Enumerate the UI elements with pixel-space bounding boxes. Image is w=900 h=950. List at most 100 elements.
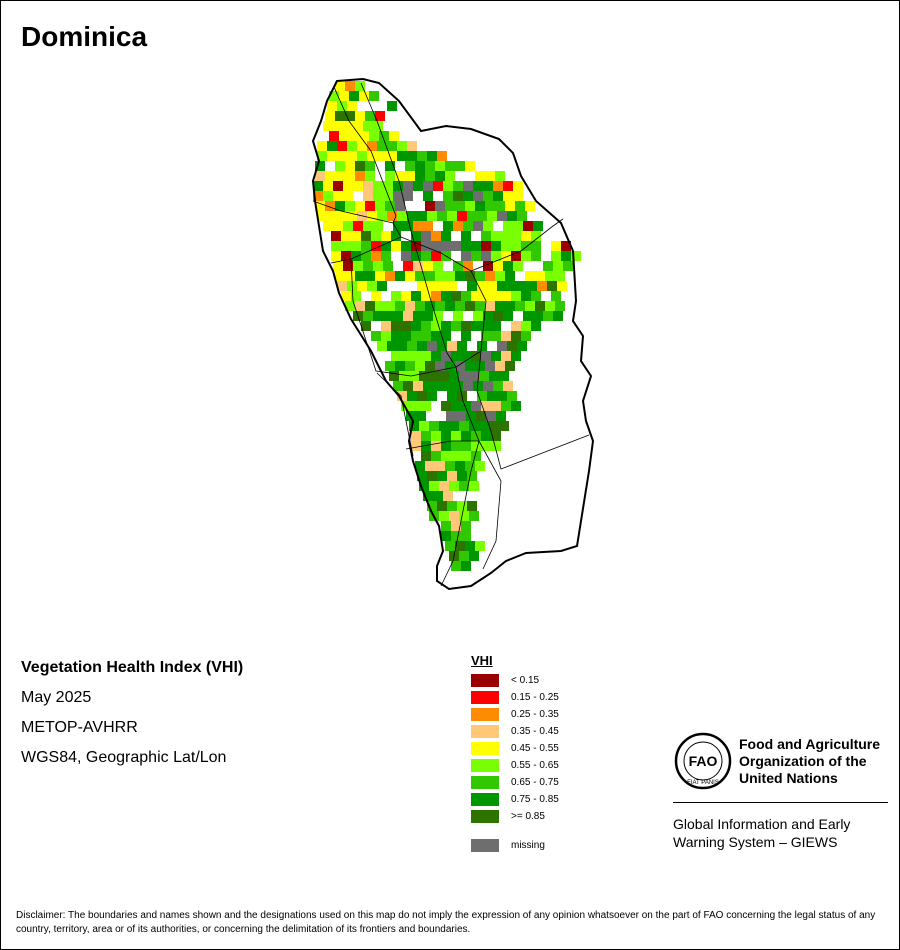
vhi-pixel bbox=[451, 531, 461, 541]
vhi-pixel bbox=[433, 181, 443, 191]
vhi-pixel bbox=[481, 331, 491, 341]
vhi-pixel bbox=[481, 241, 491, 251]
vhi-pixel bbox=[429, 371, 439, 381]
vhi-pixel bbox=[373, 221, 383, 231]
vhi-pixel bbox=[429, 481, 439, 491]
vhi-pixel bbox=[395, 301, 405, 311]
vhi-pixel bbox=[513, 181, 523, 191]
vhi-pixel bbox=[345, 161, 355, 171]
vhi-pixel bbox=[343, 261, 353, 271]
vhi-pixel bbox=[451, 521, 461, 531]
legend-item: 0.15 - 0.25 bbox=[471, 689, 559, 706]
vhi-pixel bbox=[433, 491, 443, 501]
vhi-pixel bbox=[485, 201, 495, 211]
vhi-pixel bbox=[397, 211, 407, 221]
vhi-pixel bbox=[511, 331, 521, 341]
vhi-pixel bbox=[425, 271, 435, 281]
vhi-pixel bbox=[463, 191, 473, 201]
vhi-pixel bbox=[451, 431, 461, 441]
vhi-pixel bbox=[469, 551, 479, 561]
vhi-pixel bbox=[505, 361, 515, 371]
vhi-pixel bbox=[461, 531, 471, 541]
vhi-pixel bbox=[413, 311, 423, 321]
vhi-pixel bbox=[491, 251, 501, 261]
vhi-pixel bbox=[503, 311, 513, 321]
vhi-pixel bbox=[347, 211, 357, 221]
vhi-pixel bbox=[337, 281, 347, 291]
vhi-pixel bbox=[461, 291, 471, 301]
vhi-pixel bbox=[367, 141, 377, 151]
vhi-pixel bbox=[365, 301, 375, 311]
vhi-pixel bbox=[555, 271, 565, 281]
vhi-pixel bbox=[457, 501, 467, 511]
vhi-pixel bbox=[441, 351, 451, 361]
vhi-pixel bbox=[451, 321, 461, 331]
vhi-pixel bbox=[455, 541, 465, 551]
vhi-pixel bbox=[391, 321, 401, 331]
vhi-pixel bbox=[521, 241, 531, 251]
legend-swatch bbox=[471, 674, 499, 687]
vhi-pixel bbox=[387, 151, 397, 161]
vhi-pixel bbox=[471, 321, 481, 331]
vhi-pixel bbox=[491, 441, 501, 451]
vhi-pixel bbox=[391, 291, 401, 301]
vhi-legend: VHI < 0.15 0.15 - 0.25 0.25 - 0.35 0.35 … bbox=[471, 653, 559, 854]
vhi-pixel bbox=[361, 321, 371, 331]
vhi-pixel bbox=[543, 261, 553, 271]
vhi-pixel bbox=[497, 281, 507, 291]
vhi-pixel bbox=[431, 251, 441, 261]
vhi-pixel bbox=[477, 281, 487, 291]
legend-item: < 0.15 bbox=[471, 672, 559, 689]
vhi-pixel bbox=[501, 241, 511, 251]
vhi-pixel bbox=[373, 121, 383, 131]
vhi-pixel bbox=[441, 531, 451, 541]
vhi-pixel bbox=[447, 471, 457, 481]
vhi-pixel bbox=[323, 191, 333, 201]
vhi-pixel bbox=[339, 131, 349, 141]
vhi-pixel bbox=[571, 251, 581, 261]
vhi-pixel bbox=[413, 181, 423, 191]
vhi-pixel bbox=[491, 331, 501, 341]
vhi-pixel bbox=[391, 351, 401, 361]
vhi-pixel bbox=[515, 301, 525, 311]
vhi-pixel bbox=[475, 461, 485, 471]
vhi-pixel bbox=[453, 221, 463, 231]
vhi-pixel bbox=[345, 171, 355, 181]
vhi-pixel bbox=[533, 221, 543, 231]
vhi-pixel bbox=[501, 351, 511, 361]
vhi-pixel bbox=[347, 151, 357, 161]
vhi-pixel bbox=[423, 191, 433, 201]
vhi-pixel bbox=[476, 411, 486, 421]
vhi-pixel bbox=[491, 401, 501, 411]
vhi-pixel bbox=[523, 311, 533, 321]
vhi-pixel bbox=[557, 281, 567, 291]
vhi-pixel bbox=[377, 141, 387, 151]
vhi-pixel bbox=[419, 371, 429, 381]
vhi-pixel bbox=[543, 311, 553, 321]
vhi-pixel bbox=[405, 361, 415, 371]
vhi-pixel bbox=[525, 301, 535, 311]
vhi-pixel bbox=[369, 91, 379, 101]
vhi-pixel bbox=[459, 511, 469, 521]
vhi-pixel bbox=[427, 151, 437, 161]
vhi-pixel bbox=[459, 371, 469, 381]
disclaimer: Disclaimer: The boundaries and names sho… bbox=[16, 910, 876, 935]
vhi-pixel bbox=[473, 221, 483, 231]
vhi-pixel bbox=[449, 371, 459, 381]
vhi-pixel bbox=[345, 301, 355, 311]
vhi-pixel bbox=[503, 191, 513, 201]
vhi-pixel bbox=[501, 231, 511, 241]
vhi-pixel bbox=[517, 281, 527, 291]
vhi-pixel bbox=[475, 201, 485, 211]
vhi-pixel bbox=[447, 281, 457, 291]
vhi-pixel bbox=[493, 181, 503, 191]
vhi-pixel bbox=[435, 271, 445, 281]
vhi-pixel bbox=[405, 271, 415, 281]
vhi-pixel bbox=[499, 421, 509, 431]
vhi-pixel bbox=[395, 361, 405, 371]
vhi-pixel bbox=[479, 371, 489, 381]
vhi-pixel bbox=[449, 511, 459, 521]
vhi-pixel bbox=[531, 321, 541, 331]
vhi-pixel bbox=[503, 381, 513, 391]
vhi-pixel bbox=[497, 391, 507, 401]
